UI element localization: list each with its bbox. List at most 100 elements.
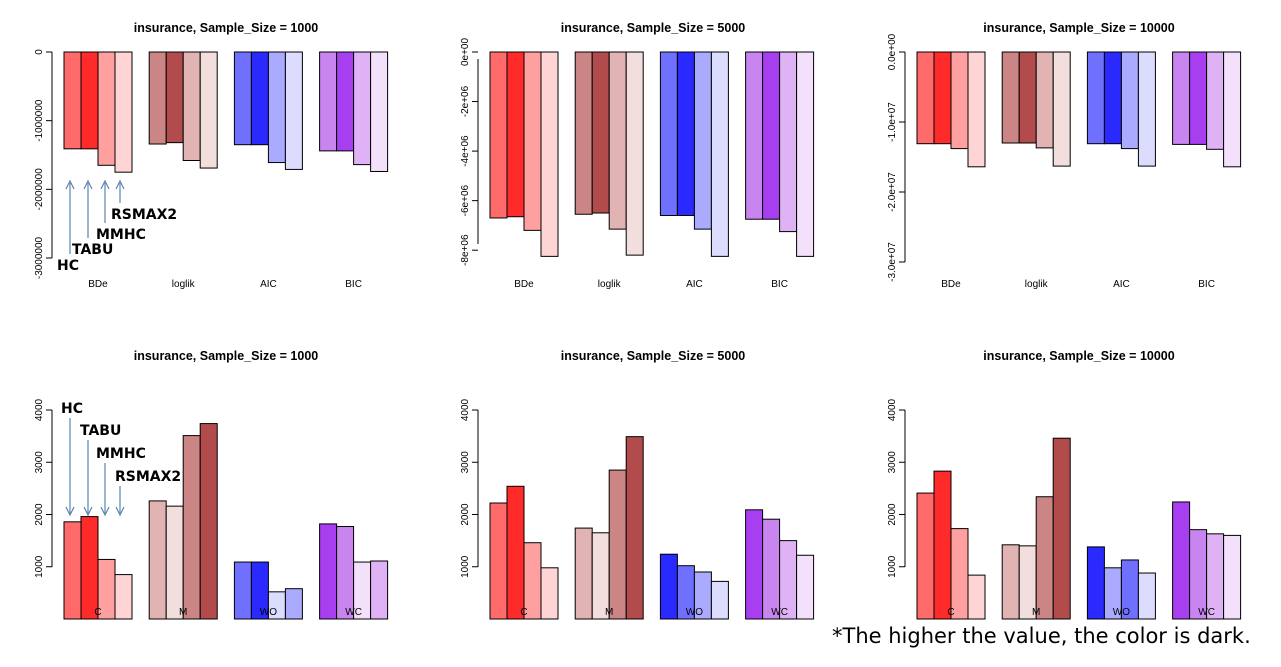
- bar-C-TABU: [933, 470, 952, 620]
- bar-BIC-MMHC: [353, 51, 372, 166]
- bar-BIC-TABU: [336, 51, 355, 152]
- bar-WO-TABU: [250, 561, 269, 620]
- bar-BIC-RSMAX2: [796, 51, 815, 257]
- annotation-label: MMHC: [96, 446, 146, 462]
- annotation-label: TABU: [80, 423, 121, 439]
- bar-BIC-TABU: [762, 51, 781, 220]
- bar-WO-HC: [233, 561, 252, 620]
- arrow-head-icon: [115, 506, 125, 517]
- arrow-head-icon: [83, 506, 93, 517]
- bar-AIC-TABU: [250, 51, 269, 146]
- annotation-label: MMHC: [96, 227, 146, 243]
- x-category-label: M: [179, 607, 187, 618]
- arrow-head-icon: [65, 506, 75, 517]
- bar-loglik-HC: [148, 51, 167, 145]
- bar-C-RSMAX2: [114, 574, 133, 620]
- annotation-label: HC: [61, 401, 83, 417]
- bar-BDe-MMHC: [97, 51, 116, 166]
- bar-M-RSMAX2: [199, 423, 218, 620]
- bar-M-MMHC: [1035, 496, 1054, 620]
- bar-C-TABU: [506, 485, 525, 620]
- bar-BDe-RSMAX2: [967, 51, 986, 168]
- bar-loglik-RSMAX2: [625, 51, 644, 256]
- bar-loglik-TABU: [165, 51, 184, 144]
- x-category-label: WC: [345, 607, 362, 618]
- y-tick-label: -1.0e+07: [887, 102, 898, 142]
- y-tick-label: 0.0e+00: [887, 33, 898, 70]
- bar-AIC-RSMAX2: [710, 51, 729, 257]
- x-category-label: M: [605, 607, 613, 618]
- bar-loglik-MMHC: [182, 51, 201, 161]
- annotation-label: RSMAX2: [115, 469, 181, 485]
- chart-panel-2: insurance, Sample_Size = 5000 0e+00 -2e+06…: [460, 21, 815, 290]
- y-tick-label: 4000: [887, 398, 898, 421]
- bar-WC-TABU: [1189, 529, 1208, 620]
- chart-panel-1: insurance, Sample_Size = 1000 0 -1000000 -2…: [34, 21, 389, 290]
- x-category-label: C: [947, 607, 954, 618]
- bar-C-RSMAX2: [967, 574, 986, 620]
- bar-BIC-MMHC: [1206, 51, 1225, 150]
- bar-BIC-RSMAX2: [370, 51, 389, 172]
- bar-loglik-HC: [574, 51, 593, 215]
- bar-BDe-HC: [489, 51, 508, 219]
- bar-AIC-RSMAX2: [1137, 51, 1156, 167]
- y-tick-label: -3.0e+07: [887, 242, 898, 282]
- bar-M-RSMAX2: [1052, 437, 1071, 620]
- bar-loglik-TABU: [591, 51, 610, 214]
- bar-C-HC: [916, 492, 935, 620]
- bar-AIC-MMHC: [693, 51, 712, 230]
- bar-WO-RSMAX2: [1137, 572, 1156, 620]
- bar-C-RSMAX2: [540, 567, 559, 620]
- bar-AIC-HC: [233, 51, 252, 146]
- bar-BIC-RSMAX2: [1223, 51, 1242, 168]
- chart-panel-5: insurance, Sample_Size = 5000 1000 2000 300…: [460, 349, 815, 620]
- bar-WC-RSMAX2: [796, 554, 815, 620]
- x-category-label: loglik: [1025, 279, 1049, 290]
- bar-BDe-MMHC: [523, 51, 542, 231]
- annotation-label: HC: [57, 258, 79, 274]
- bar-WC-HC: [319, 523, 338, 620]
- chart-panel-4: insurance, Sample_Size = 1000 1000 2000 300…: [34, 349, 389, 620]
- chart-title: insurance, Sample_Size = 1000: [134, 349, 319, 363]
- bar-WC-HC: [1172, 501, 1191, 620]
- chart-title: insurance, Sample_Size = 5000: [561, 349, 746, 363]
- bar-M-MMHC: [608, 469, 627, 620]
- arrow-head-icon: [115, 179, 125, 190]
- bar-M-RSMAX2: [625, 436, 644, 620]
- y-tick-label: 3000: [887, 451, 898, 474]
- x-category-label: C: [520, 607, 527, 618]
- x-category-label: loglik: [598, 279, 622, 290]
- bar-loglik-MMHC: [608, 51, 627, 230]
- y-tick-label: 1000: [460, 555, 471, 578]
- bar-WC-TABU: [336, 526, 355, 620]
- bar-loglik-RSMAX2: [1052, 51, 1071, 167]
- x-category-label: AIC: [1113, 279, 1130, 290]
- y-tick-label: 0: [34, 49, 45, 55]
- y-tick-label: 0e+00: [460, 38, 471, 67]
- bar-AIC-RSMAX2: [284, 51, 303, 170]
- bar-loglik-RSMAX2: [199, 51, 218, 169]
- bar-WO-HC: [659, 553, 678, 620]
- bar-BIC-TABU: [1189, 51, 1208, 145]
- y-tick-label: -1000000: [34, 99, 45, 142]
- x-category-label: WO: [1113, 607, 1130, 618]
- bar-AIC-TABU: [1103, 51, 1122, 145]
- y-tick-label: 4000: [460, 398, 471, 421]
- footnote: *The higher the value, the color is dark…: [832, 624, 1251, 648]
- x-category-label: AIC: [260, 279, 277, 290]
- x-category-label: AIC: [686, 279, 703, 290]
- bar-BDe-HC: [916, 51, 935, 145]
- y-tick-label: 2000: [460, 503, 471, 526]
- y-tick-label: 2000: [887, 503, 898, 526]
- bar-AIC-MMHC: [1120, 51, 1139, 150]
- x-category-label: C: [94, 607, 101, 618]
- bar-BIC-MMHC: [779, 51, 798, 233]
- arrow-head-icon: [83, 179, 93, 190]
- y-tick-label: -4e+06: [460, 135, 471, 167]
- bar-AIC-HC: [659, 51, 678, 216]
- bar-M-MMHC: [182, 435, 201, 620]
- x-category-label: BIC: [1198, 279, 1215, 290]
- y-tick-label: -8e+06: [460, 234, 471, 266]
